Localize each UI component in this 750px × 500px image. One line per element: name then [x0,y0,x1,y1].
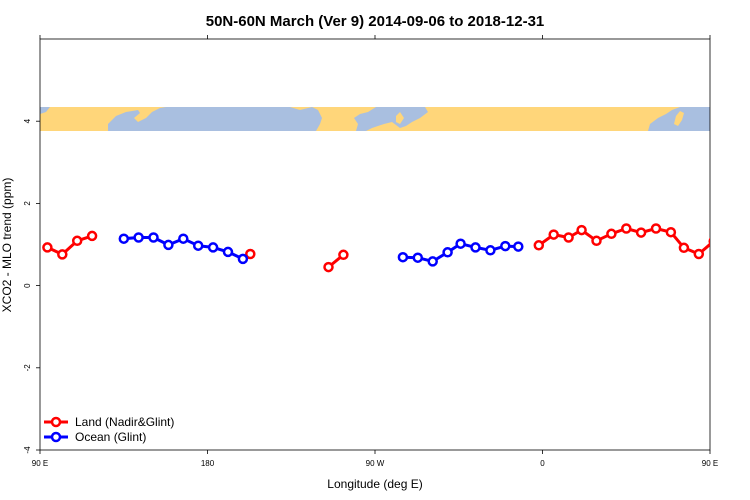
legend-marker-ocean [50,431,62,443]
series-land-point-3-0 [533,240,545,251]
series-ocean-point-0-3 [163,239,174,251]
series-ocean-point-0-5 [192,240,204,251]
legend-item-ocean: Ocean (Glint) [44,430,146,444]
legend-label-ocean: Ocean (Glint) [75,430,146,444]
series-ocean-point-1-0 [397,251,409,263]
series-ocean-point-1-7 [500,240,511,252]
x-tick-label-4: 90 E [702,459,718,468]
legend: Land (Nadir&Glint) Ocean (Glint) [44,415,174,444]
series-layer [42,223,733,273]
y-tick-label-3: 2 [23,201,32,206]
map-band-ocean-left [40,107,50,114]
y-tick-label-1: -2 [23,364,32,372]
series-land-point-0-1 [57,249,68,260]
series-land-point-0-2 [71,235,83,247]
map-band-land-kamchatka [674,111,684,126]
series-land-point-3-1 [548,229,559,240]
series-ocean-point-0-4 [178,233,189,244]
series-land-point-3-13 [725,232,733,240]
series-ocean-point-1-5 [470,242,481,253]
series-ocean-point-0-7 [222,246,234,258]
series-land-line-0 [46,234,93,256]
map-band [40,107,710,131]
y-tick-label-0: -4 [23,446,32,454]
series-ocean-point-0-6 [207,242,219,253]
series-ocean-point-0-0 [118,233,130,244]
series-land-point-3-5 [606,228,617,240]
map-band-ocean-atlantic [354,107,428,131]
x-tick-label-1: 180 [201,459,215,468]
y-tick-label-4: 4 [23,118,32,123]
series-ocean-point-1-6 [485,245,496,256]
x-axis-bottom: 90 E 180 90 W 0 90 E [32,450,718,468]
y-axis: -4 -2 0 2 4 [23,118,40,454]
series-land-point-3-3 [576,224,587,236]
x-tick-label-3: 0 [540,459,545,468]
series-land-point-3-2 [563,232,574,243]
map-band-land-britain [396,112,404,124]
x-tick-label-0: 90 E [32,459,48,468]
series-land-point-0-3 [86,230,98,242]
y-tick-label-2: 0 [23,283,32,288]
series-ocean-point-1-8 [513,241,524,252]
series-land-point-0-0 [42,242,53,253]
x-axis-top [39,35,711,39]
map-band-ocean-pacific [108,107,322,131]
y-axis-label: XCO2 - MLO trend (ppm) [0,178,14,313]
x-tick-label-2: 90 W [366,459,385,468]
legend-item-land: Land (Nadir&Glint) [44,415,174,429]
chart-title: 50N-60N March (Ver 9) 2014-09-06 to 2018… [206,13,545,30]
series-land-point-3-8 [650,223,662,234]
series-land-point-2-1 [338,249,349,261]
legend-label-land: Land (Nadir&Glint) [75,415,174,429]
series-ocean-point-1-1 [412,252,424,263]
series-ocean-point-1-2 [427,256,438,267]
series-land-point-3-4 [591,235,602,247]
series-ocean-point-1-3 [442,247,453,258]
series-land-point-3-7 [635,227,647,238]
legend-marker-land [50,416,62,428]
plot-frame [39,38,711,451]
series-land-point-3-9 [665,226,677,238]
series-land-point-3-12 [708,237,710,245]
series-ocean-point-0-2 [148,232,159,243]
map-band-land-islands [340,116,352,130]
x-axis-label: Longitude (deg E) [327,477,422,491]
series-land-point-2-0 [323,261,334,273]
series-land-point-3-6 [621,223,632,234]
series-ocean-point-1-4 [455,238,466,249]
series-ocean-point-0-1 [133,232,144,243]
series-land-point-3-11 [693,248,705,260]
series-land-point-1-0 [245,248,256,260]
series-land-point-3-10 [678,242,690,254]
series-ocean-point-0-8 [237,253,249,265]
